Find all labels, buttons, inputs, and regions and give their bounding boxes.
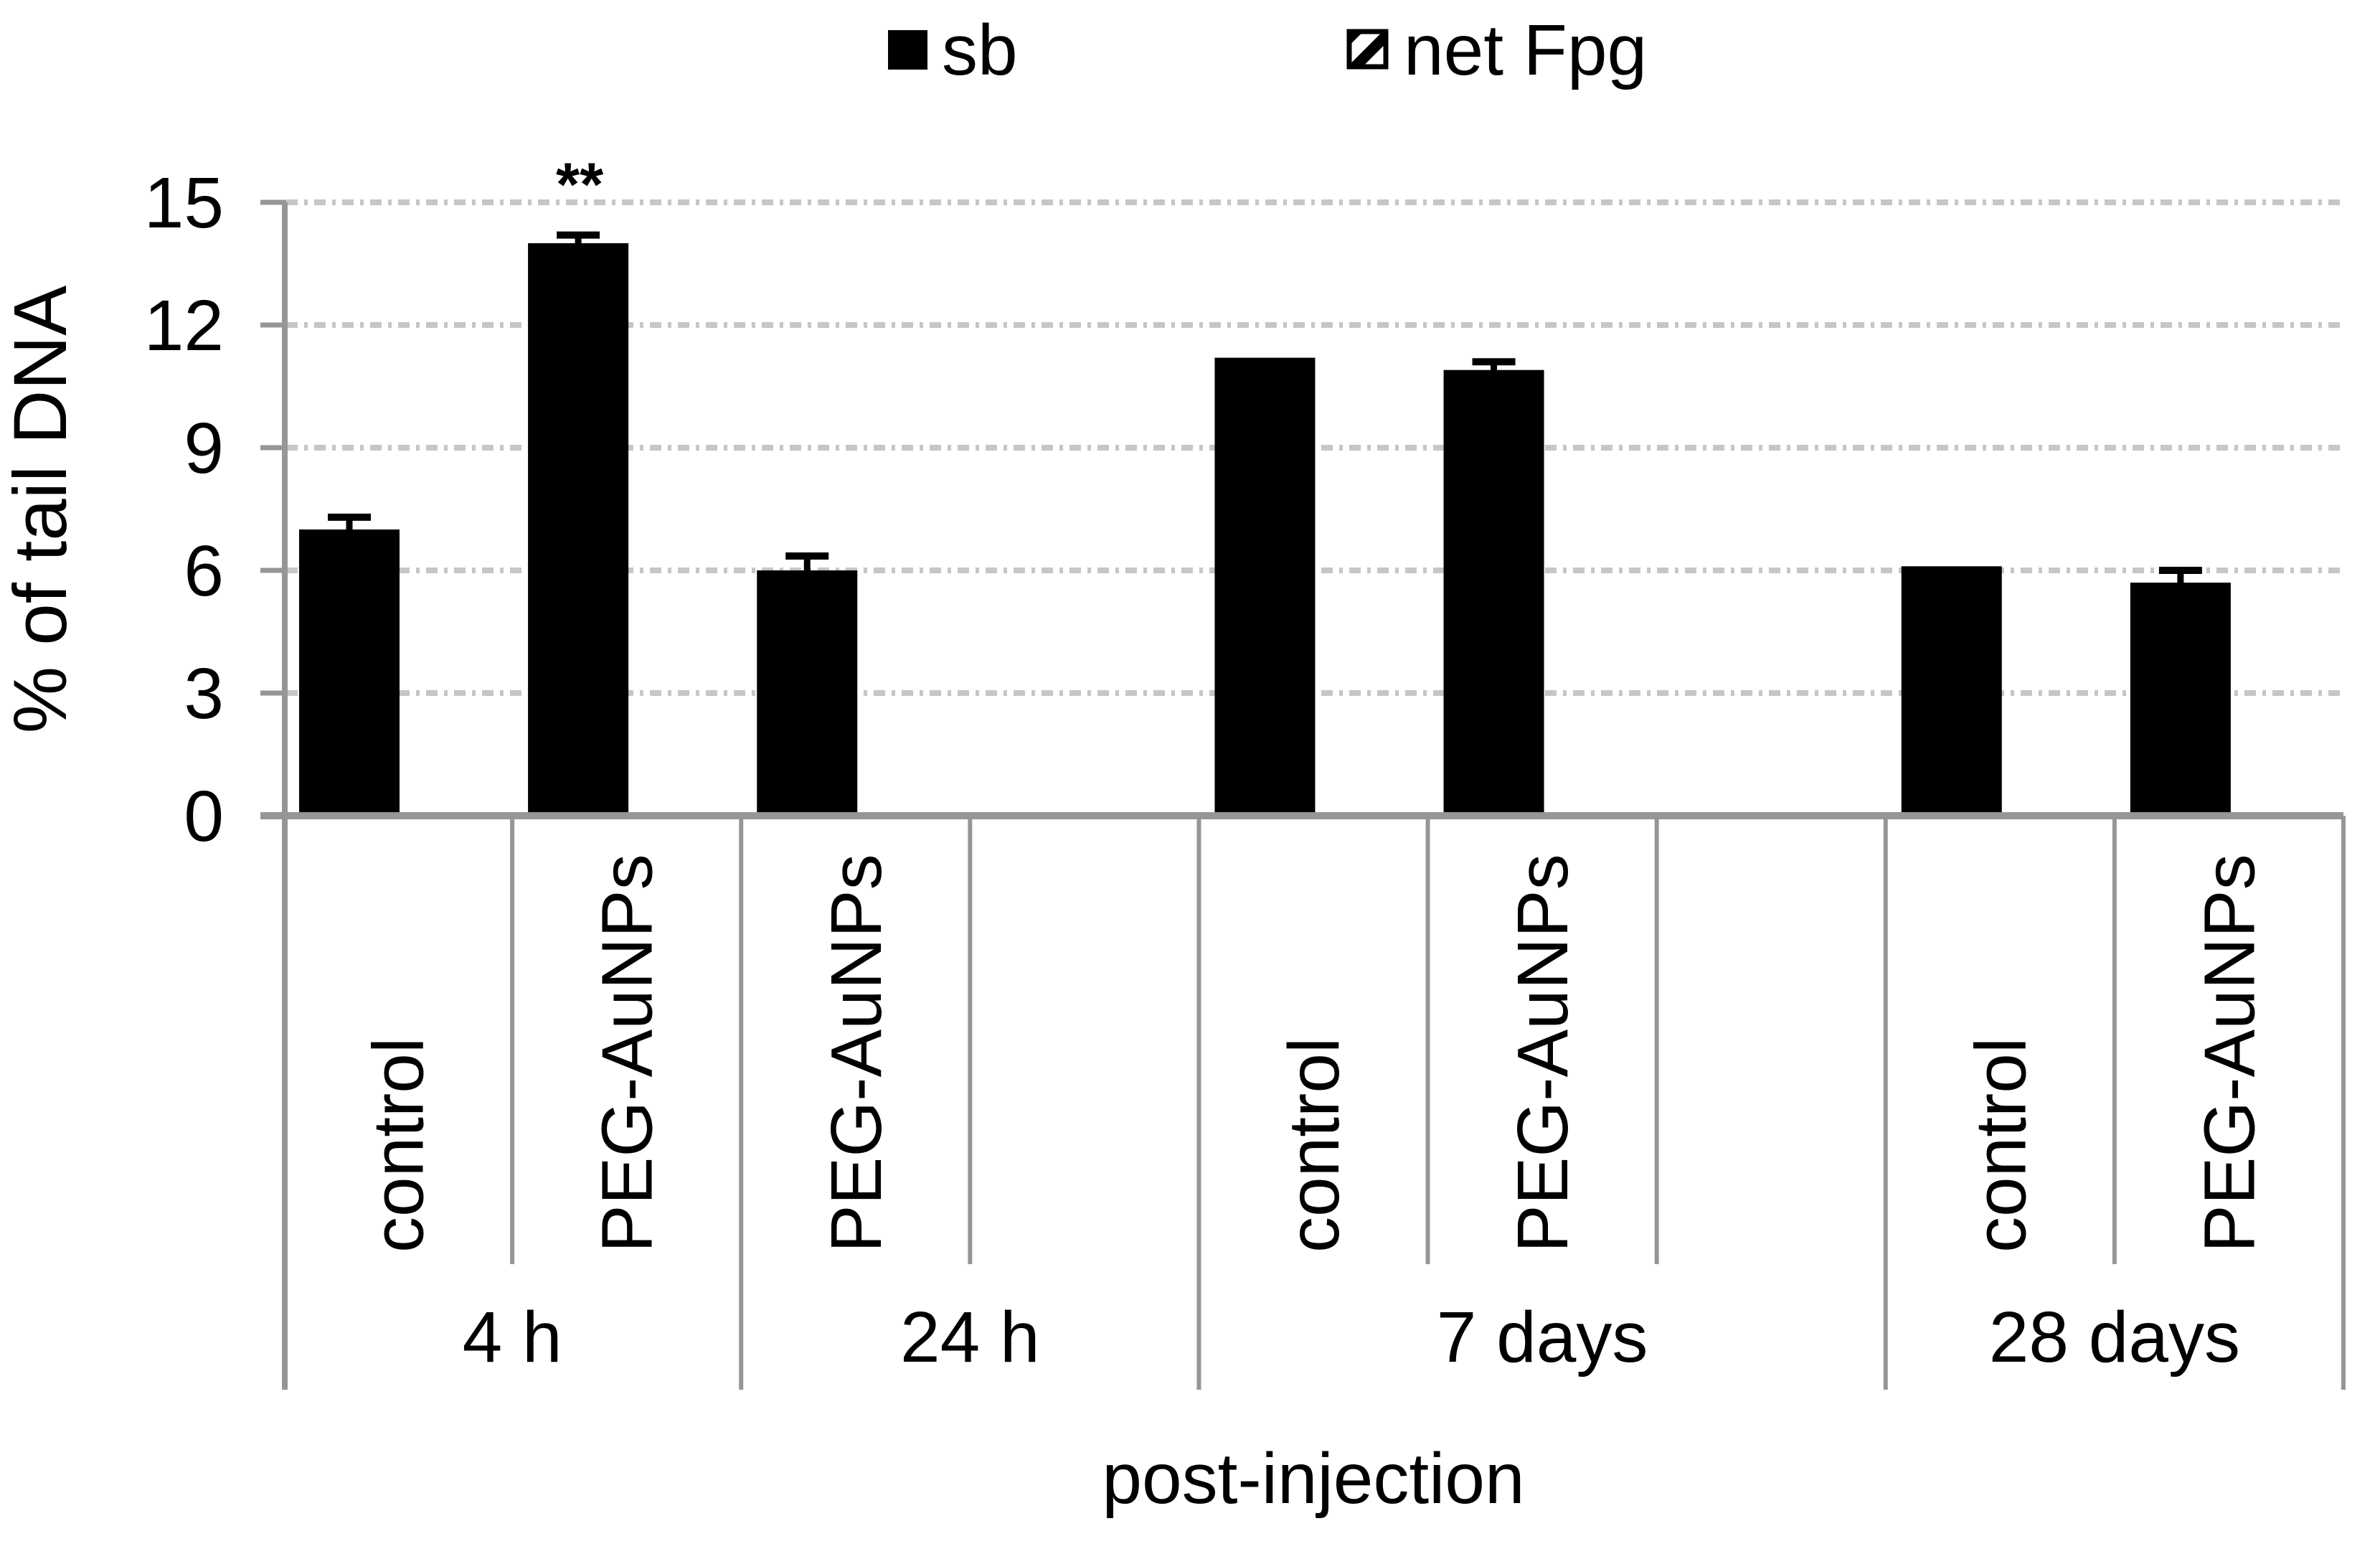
group-label-4h: 4 h: [463, 1297, 562, 1378]
group-label-24h: 24 h: [900, 1297, 1040, 1378]
bar-sb-4h-control: [299, 529, 400, 816]
category-label-control: control: [1274, 1037, 1354, 1253]
y-tick-label-3: 3: [184, 654, 224, 734]
legend-label-sb: sb: [942, 10, 1018, 90]
category-label-PEG-AuNPs: PEG-AuNPs: [816, 854, 897, 1253]
legend-swatch-sb-icon: [888, 30, 927, 70]
y-tick-label-15: 15: [144, 163, 224, 243]
category-label-control: control: [1960, 1037, 2041, 1253]
category-label-control: control: [359, 1037, 439, 1253]
y-axis-title: % of tail DNA: [0, 286, 82, 733]
bar-sb-24h-PEG-AuNPs: [757, 570, 858, 816]
category-label-PEG-AuNPs: PEG-AuNPs: [587, 854, 668, 1253]
y-tick-label-12: 12: [144, 286, 224, 366]
y-tick-label-0: 0: [184, 776, 224, 857]
bar-sb-7days-control: [1214, 357, 1316, 816]
bar-sb-28days-PEG-AuNPs: [2130, 583, 2231, 816]
significance-annotation: **: [556, 151, 603, 220]
legend-swatch-net-fpg-icon: [1346, 29, 1389, 70]
bar-sb-7days-PEG-AuNPs: [1443, 369, 1544, 816]
group-label-7days: 7 days: [1437, 1297, 1648, 1378]
bar-sb-4h-PEG-AuNPs: [528, 243, 629, 816]
category-label-PEG-AuNPs: PEG-AuNPs: [1503, 854, 1583, 1253]
y-tick-label-9: 9: [184, 408, 224, 489]
legend-label-net-fpg: net Fpg: [1404, 10, 1647, 90]
x-axis-title: post-injection: [1102, 1438, 1524, 1519]
category-label-PEG-AuNPs: PEG-AuNPs: [2189, 854, 2270, 1253]
bar-sb-28days-control: [1901, 566, 2002, 816]
group-label-28days: 28 days: [1989, 1297, 2240, 1378]
y-tick-label-6: 6: [184, 531, 224, 611]
